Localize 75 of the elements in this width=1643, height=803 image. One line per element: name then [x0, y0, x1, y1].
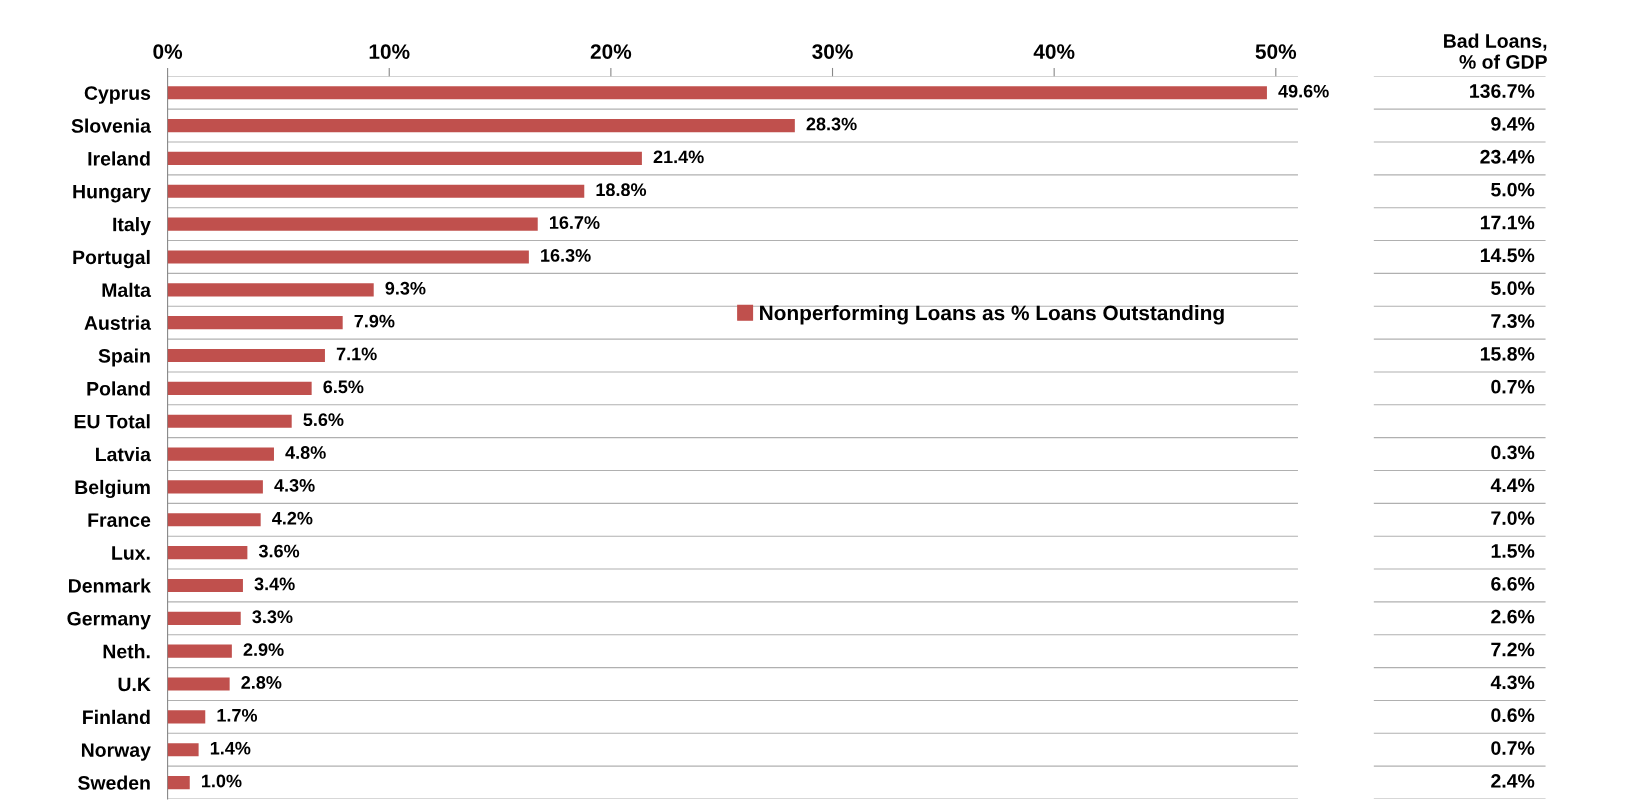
text: 3.3%: [252, 610, 293, 624]
bar: [167, 348, 325, 363]
bar: [167, 250, 529, 264]
bar: [167, 743, 199, 757]
y-tick-label: Germany: [67, 611, 151, 630]
y-tick-label: Spain: [98, 348, 150, 367]
y-tick-label: Norway: [81, 743, 151, 761]
x-tick-label: 0%: [153, 44, 183, 59]
text: 3.4%: [254, 577, 295, 591]
bar: [167, 316, 343, 330]
legend-label: Nonperforming Loans as % Loans Outstanding: [760, 305, 1224, 325]
y-tick-label: Cyprus: [84, 86, 151, 104]
text: 18.8%: [596, 183, 647, 197]
text: 1.7%: [217, 708, 258, 722]
text: 16.7%: [549, 216, 600, 229]
x-tick-label: 20%: [590, 44, 632, 59]
y-tick-label: Portugal: [73, 249, 150, 269]
bar: [167, 775, 190, 790]
bar: [167, 578, 243, 593]
text: 136.7% 9.4% 23.4% 5.0% 17.1% 14.5% 5.0% 7.3% 15.8% 0.7% 0.3% 4.4% 7.0% 1.5% 6.6% 2.6% 7.2% 4.3% 0.6% 0.7% 2.4%: [1470, 84, 1535, 788]
bar: [167, 184, 585, 198]
text: 3.6%: [258, 544, 300, 558]
x-tick-label: 30%: [812, 44, 853, 59]
text: 21.4%: [653, 150, 704, 164]
text: 1.4%: [210, 741, 251, 755]
text: 2.9%: [243, 643, 284, 657]
y-tick-label: Hungary: [73, 184, 151, 203]
bar: [167, 644, 232, 658]
bar: [167, 447, 274, 461]
y-tick-label: Ireland: [88, 151, 150, 166]
text: 2.8%: [241, 676, 282, 689]
bar: [167, 217, 538, 231]
bar: [167, 546, 248, 560]
y-tick-label: Belgium: [75, 479, 150, 499]
text: 28.3%: [806, 117, 857, 131]
y-tick-label: EU Total: [74, 414, 150, 429]
text: 1.0%: [202, 774, 242, 788]
bar: [167, 710, 206, 724]
bar: [167, 414, 292, 428]
bar: [167, 480, 263, 494]
y-tick-label: U.K: [118, 677, 151, 692]
x-tick-label: 40%: [1033, 44, 1075, 59]
y-tick-label: Austria: [84, 315, 152, 330]
text: 16.3%: [541, 249, 591, 262]
text: 6.5%: [323, 380, 364, 394]
y-tick-label: Italy: [113, 217, 151, 236]
text: Bad Loans, % of GDP: [1444, 33, 1547, 69]
bar: [167, 118, 795, 133]
y-tick-label: Denmark: [69, 578, 151, 593]
y-tick-label: Finland: [83, 709, 150, 725]
x-tick-label: 10%: [369, 44, 410, 59]
text: 9.3%: [385, 281, 426, 295]
y-tick-label: France: [88, 513, 151, 527]
text: 7.9%: [354, 314, 395, 328]
text: 49.6%: [1278, 84, 1329, 98]
y-tick-label: Latvia: [96, 447, 152, 462]
text: 5.6%: [303, 413, 344, 427]
y-tick-label: Slovenia: [71, 118, 152, 133]
y-tick-label: Neth.: [103, 644, 150, 659]
bar: [167, 86, 1267, 100]
text: 7.1%: [336, 347, 377, 361]
y-tick-label: Poland: [87, 381, 150, 396]
text: 4.3%: [274, 478, 315, 492]
bar: [167, 151, 642, 165]
y-tick-label: Sweden: [78, 775, 150, 790]
bar: [167, 381, 312, 395]
bar: [167, 611, 241, 625]
y-tick-label: Lux.: [112, 546, 150, 560]
text: 4.2%: [272, 511, 313, 525]
bar: [167, 283, 374, 297]
bar: [167, 513, 261, 527]
bar: [167, 677, 230, 691]
y-tick-label: Malta: [102, 282, 152, 298]
text: 4.8%: [285, 446, 326, 459]
x-tick-label: 50%: [1255, 44, 1297, 59]
